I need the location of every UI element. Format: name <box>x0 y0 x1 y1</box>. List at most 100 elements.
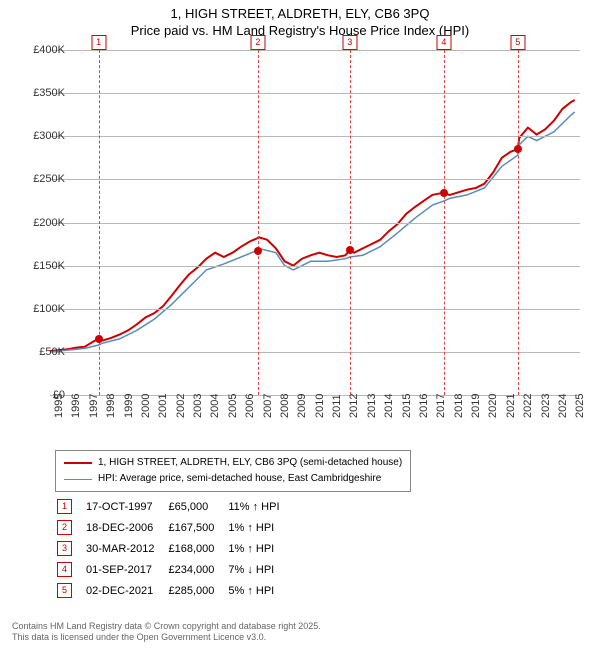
x-axis-label: 2025 <box>574 394 586 418</box>
legend-swatch-property <box>64 462 92 464</box>
x-axis-label: 2017 <box>435 394 447 418</box>
legend-box: 1, HIGH STREET, ALDRETH, ELY, CB6 3PQ (s… <box>55 450 411 492</box>
x-axis-label: 2011 <box>331 394 343 418</box>
transaction-marker-line <box>518 50 519 395</box>
x-axis-label: 2010 <box>314 394 326 418</box>
transaction-price: £285,000 <box>168 581 226 600</box>
transaction-dot <box>514 145 522 153</box>
y-axis-label: £250K <box>33 173 65 185</box>
transaction-price: £234,000 <box>168 560 226 579</box>
x-axis-label: 2019 <box>470 394 482 418</box>
x-axis-label: 2008 <box>279 394 291 418</box>
legend-label-hpi: HPI: Average price, semi-detached house,… <box>98 471 381 487</box>
y-axis-label: £100K <box>33 303 65 315</box>
y-axis-label: £150K <box>33 260 65 272</box>
y-gridline <box>50 352 580 353</box>
x-axis-label: 1999 <box>123 394 135 418</box>
row-marker-box: 1 <box>57 499 72 514</box>
row-marker-box: 3 <box>57 541 72 556</box>
x-axis-label: 2015 <box>401 394 413 418</box>
transaction-price: £167,500 <box>168 518 226 537</box>
x-axis-label: 2014 <box>383 394 395 418</box>
y-axis-label: £0 <box>53 389 65 401</box>
series-hpi <box>50 112 575 352</box>
transaction-marker-box: 4 <box>436 35 451 50</box>
x-axis-label: 2013 <box>366 394 378 418</box>
legend-label-property: 1, HIGH STREET, ALDRETH, ELY, CB6 3PQ (s… <box>98 455 402 471</box>
x-axis-label: 2000 <box>140 394 152 418</box>
transaction-marker-line <box>258 50 259 395</box>
transaction-dot <box>254 247 262 255</box>
footer-attribution: Contains HM Land Registry data © Crown c… <box>12 621 321 644</box>
transaction-pct: 1% ↑ HPI <box>228 518 291 537</box>
x-axis-label: 2004 <box>209 394 221 418</box>
y-axis-label: £400K <box>33 44 65 56</box>
x-axis-label: 2012 <box>348 394 360 418</box>
legend-item-property: 1, HIGH STREET, ALDRETH, ELY, CB6 3PQ (s… <box>64 455 402 471</box>
x-axis-label: 2007 <box>262 394 274 418</box>
transaction-marker-line <box>444 50 445 395</box>
x-axis-label: 2009 <box>296 394 308 418</box>
chart-plot-area: 1995199619971998199920002001200220032004… <box>50 50 580 395</box>
row-marker-box: 2 <box>57 520 72 535</box>
y-gridline <box>50 50 580 51</box>
x-axis-label: 2023 <box>540 394 552 418</box>
transaction-date: 02-DEC-2021 <box>86 581 166 600</box>
transaction-row: 1 17-OCT-1997£65,00011% ↑ HPI <box>57 497 292 516</box>
x-axis-label: 2002 <box>175 394 187 418</box>
transaction-dot <box>440 189 448 197</box>
y-gridline <box>50 179 580 180</box>
transactions-table: 1 17-OCT-1997£65,00011% ↑ HPI 2 18-DEC-2006… <box>55 495 294 602</box>
x-axis-label: 2001 <box>157 394 169 418</box>
x-axis-label: 1996 <box>70 394 82 418</box>
y-axis-label: £50K <box>39 346 65 358</box>
footer-line2: This data is licensed under the Open Gov… <box>12 632 266 642</box>
transaction-row: 3 30-MAR-2012£168,0001% ↑ HPI <box>57 539 292 558</box>
x-axis-label: 2018 <box>453 394 465 418</box>
transaction-date: 18-DEC-2006 <box>86 518 166 537</box>
transaction-marker-line <box>99 50 100 395</box>
y-axis-label: £200K <box>33 217 65 229</box>
transaction-dot <box>95 335 103 343</box>
transaction-date: 01-SEP-2017 <box>86 560 166 579</box>
y-axis-label: £300K <box>33 130 65 142</box>
chart-title: 1, HIGH STREET, ALDRETH, ELY, CB6 3PQ Pr… <box>0 0 600 40</box>
y-gridline <box>50 136 580 137</box>
transaction-pct: 11% ↑ HPI <box>228 497 291 516</box>
x-axis-label: 2022 <box>522 394 534 418</box>
transaction-row: 5 02-DEC-2021£285,0005% ↑ HPI <box>57 581 292 600</box>
title-line1: 1, HIGH STREET, ALDRETH, ELY, CB6 3PQ <box>171 6 430 21</box>
transaction-dot <box>346 246 354 254</box>
legend-swatch-hpi <box>64 479 92 480</box>
row-marker-box: 4 <box>57 562 72 577</box>
x-axis-label: 1997 <box>88 394 100 418</box>
y-gridline <box>50 309 580 310</box>
transaction-pct: 5% ↑ HPI <box>228 581 291 600</box>
title-line2: Price paid vs. HM Land Registry's House … <box>131 23 469 38</box>
transaction-date: 17-OCT-1997 <box>86 497 166 516</box>
transaction-marker-box: 2 <box>250 35 265 50</box>
transaction-date: 30-MAR-2012 <box>86 539 166 558</box>
y-gridline <box>50 223 580 224</box>
x-axis-label: 2016 <box>418 394 430 418</box>
series-property <box>50 100 575 351</box>
y-gridline <box>50 266 580 267</box>
transaction-price: £65,000 <box>168 497 226 516</box>
transaction-marker-box: 1 <box>91 35 106 50</box>
transaction-row: 4 01-SEP-2017£234,0007% ↓ HPI <box>57 560 292 579</box>
transaction-pct: 7% ↓ HPI <box>228 560 291 579</box>
transaction-row: 2 18-DEC-2006£167,5001% ↑ HPI <box>57 518 292 537</box>
x-axis-label: 2024 <box>557 394 569 418</box>
x-axis-label: 2006 <box>244 394 256 418</box>
transaction-pct: 1% ↑ HPI <box>228 539 291 558</box>
x-axis-label: 2005 <box>227 394 239 418</box>
row-marker-box: 5 <box>57 583 72 598</box>
x-axis-label: 2021 <box>505 394 517 418</box>
y-gridline <box>50 93 580 94</box>
transaction-marker-box: 3 <box>342 35 357 50</box>
transaction-marker-box: 5 <box>510 35 525 50</box>
transaction-price: £168,000 <box>168 539 226 558</box>
x-axis-label: 2003 <box>192 394 204 418</box>
x-axis-label: 1998 <box>105 394 117 418</box>
legend-item-hpi: HPI: Average price, semi-detached house,… <box>64 471 402 487</box>
